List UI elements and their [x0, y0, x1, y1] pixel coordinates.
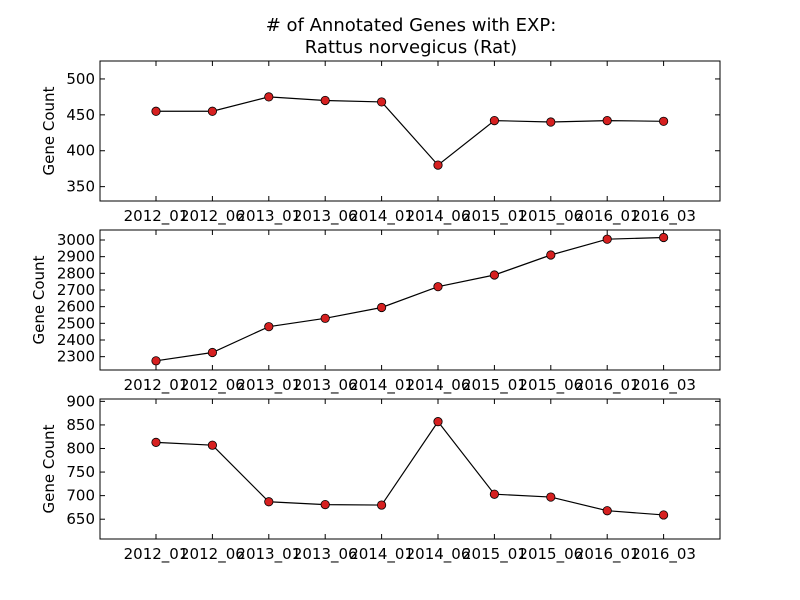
data-point	[264, 497, 274, 507]
y-tick-label: 2600	[57, 298, 95, 316]
data-point	[264, 92, 274, 102]
x-tick-label: 2012_01	[124, 545, 189, 564]
y-tick-label: 500	[66, 70, 95, 88]
chart-panels: 3504004505002012_012012_062013_012013_06…	[30, 60, 721, 564]
data-point	[207, 440, 217, 450]
y-tick-label: 750	[66, 463, 95, 481]
y-tick-label: 350	[66, 178, 95, 196]
x-tick-label: 2013_06	[293, 207, 358, 226]
chart-panel-3: 6507007508008509002012_012012_062013_012…	[40, 392, 721, 564]
axes-frame	[99, 398, 721, 540]
data-point	[489, 489, 499, 499]
y-tick-label: 900	[66, 392, 95, 410]
x-tick-label: 2013_01	[236, 545, 301, 564]
y-tick-label: 2700	[57, 281, 95, 299]
data-point	[489, 115, 499, 126]
x-tick-label: 2013_06	[293, 545, 358, 564]
data-point	[602, 115, 612, 126]
axes-frame	[99, 229, 721, 371]
y-tick-label: 850	[66, 416, 95, 434]
data-point	[546, 492, 556, 502]
data-point	[376, 500, 387, 510]
y-tick-label: 650	[66, 510, 95, 528]
y-axis-label: Gene Count	[40, 424, 58, 513]
x-tick-label: 2016_01	[575, 376, 640, 395]
x-tick-label: 2012_01	[124, 207, 189, 226]
x-tick-label: 2013_06	[293, 376, 358, 395]
chart-panel-1: 350 400 450 500 2012_012012_062013_012013_06…	[40, 60, 721, 226]
x-tick-label: 2015_01	[462, 207, 527, 226]
data-point	[151, 106, 161, 116]
y-axis-label: Gene Count	[30, 255, 48, 344]
x-tick-label: 2014_06	[406, 545, 471, 564]
x-tick-label: 2014_01	[349, 207, 414, 226]
series-line	[155, 236, 664, 362]
x-tick-label: 2016_03	[631, 207, 696, 226]
chart-title-line-2: Rattus norvegicus (Rat)	[305, 37, 517, 58]
data-point	[602, 506, 612, 516]
y-axis-label: Gene Count	[40, 86, 58, 175]
chart-title-line-1: # of Annotated Genes with EXP:	[266, 15, 557, 36]
x-tick-label: 2014_01	[349, 376, 414, 395]
data-point	[658, 232, 669, 243]
data-point	[207, 106, 217, 116]
y-tick-label: 700	[66, 487, 95, 505]
x-tick-label: 2016_01	[575, 545, 640, 564]
data-point	[320, 499, 330, 510]
data-point	[376, 97, 387, 107]
x-tick-label: 2016_03	[631, 376, 696, 395]
y-tick-label: 400	[66, 142, 95, 160]
x-tick-label: 2014_06	[406, 376, 471, 395]
data-point	[264, 322, 274, 332]
x-tick-label: 2015_01	[462, 376, 527, 395]
data-point	[151, 437, 161, 447]
x-tick-label: 2016_03	[631, 545, 696, 564]
data-point	[433, 160, 443, 170]
x-tick-label: 2013_01	[236, 207, 301, 226]
x-tick-label: 2012_06	[180, 376, 245, 395]
y-tick-label: 2300	[57, 348, 95, 366]
x-tick-label: 2016_01	[575, 207, 640, 226]
x-tick-label: 2015_06	[518, 207, 583, 226]
data-point	[207, 347, 217, 358]
y-tick-label: 2500	[57, 314, 95, 332]
data-point	[151, 356, 161, 366]
data-point	[658, 510, 669, 520]
data-point	[658, 116, 669, 126]
data-point	[489, 270, 499, 280]
x-tick-label: 2015_06	[518, 545, 583, 564]
data-point	[602, 234, 612, 244]
data-point	[320, 95, 330, 106]
x-tick-label: 2015_06	[518, 376, 583, 395]
x-tick-label: 2014_01	[349, 545, 414, 564]
data-point	[433, 417, 443, 427]
x-tick-label: 2015_01	[462, 545, 527, 564]
series-line	[156, 96, 664, 166]
y-tick-label: 2900	[57, 248, 95, 266]
data-point	[320, 313, 330, 323]
x-tick-label: 2012_01	[124, 376, 189, 395]
x-tick-label: 2014_06	[406, 207, 471, 226]
x-tick-label: 2013_01	[236, 376, 301, 395]
y-tick-label: 2800	[57, 264, 95, 282]
y-tick-label: 3000	[57, 231, 95, 249]
axes-frame	[99, 60, 721, 202]
chart-panel-2: 230024002500260027002800290030002012_012…	[30, 229, 721, 395]
y-tick-label: 2400	[57, 331, 95, 349]
data-point	[546, 117, 556, 127]
x-tick-label: 2012_06	[180, 207, 245, 226]
x-tick-label: 2012_06	[180, 545, 245, 564]
data-point	[376, 302, 387, 313]
series-line	[155, 420, 664, 516]
y-tick-label: 450	[66, 106, 95, 124]
data-point	[433, 282, 443, 292]
y-tick-label: 800	[66, 439, 95, 457]
data-point	[546, 250, 556, 260]
